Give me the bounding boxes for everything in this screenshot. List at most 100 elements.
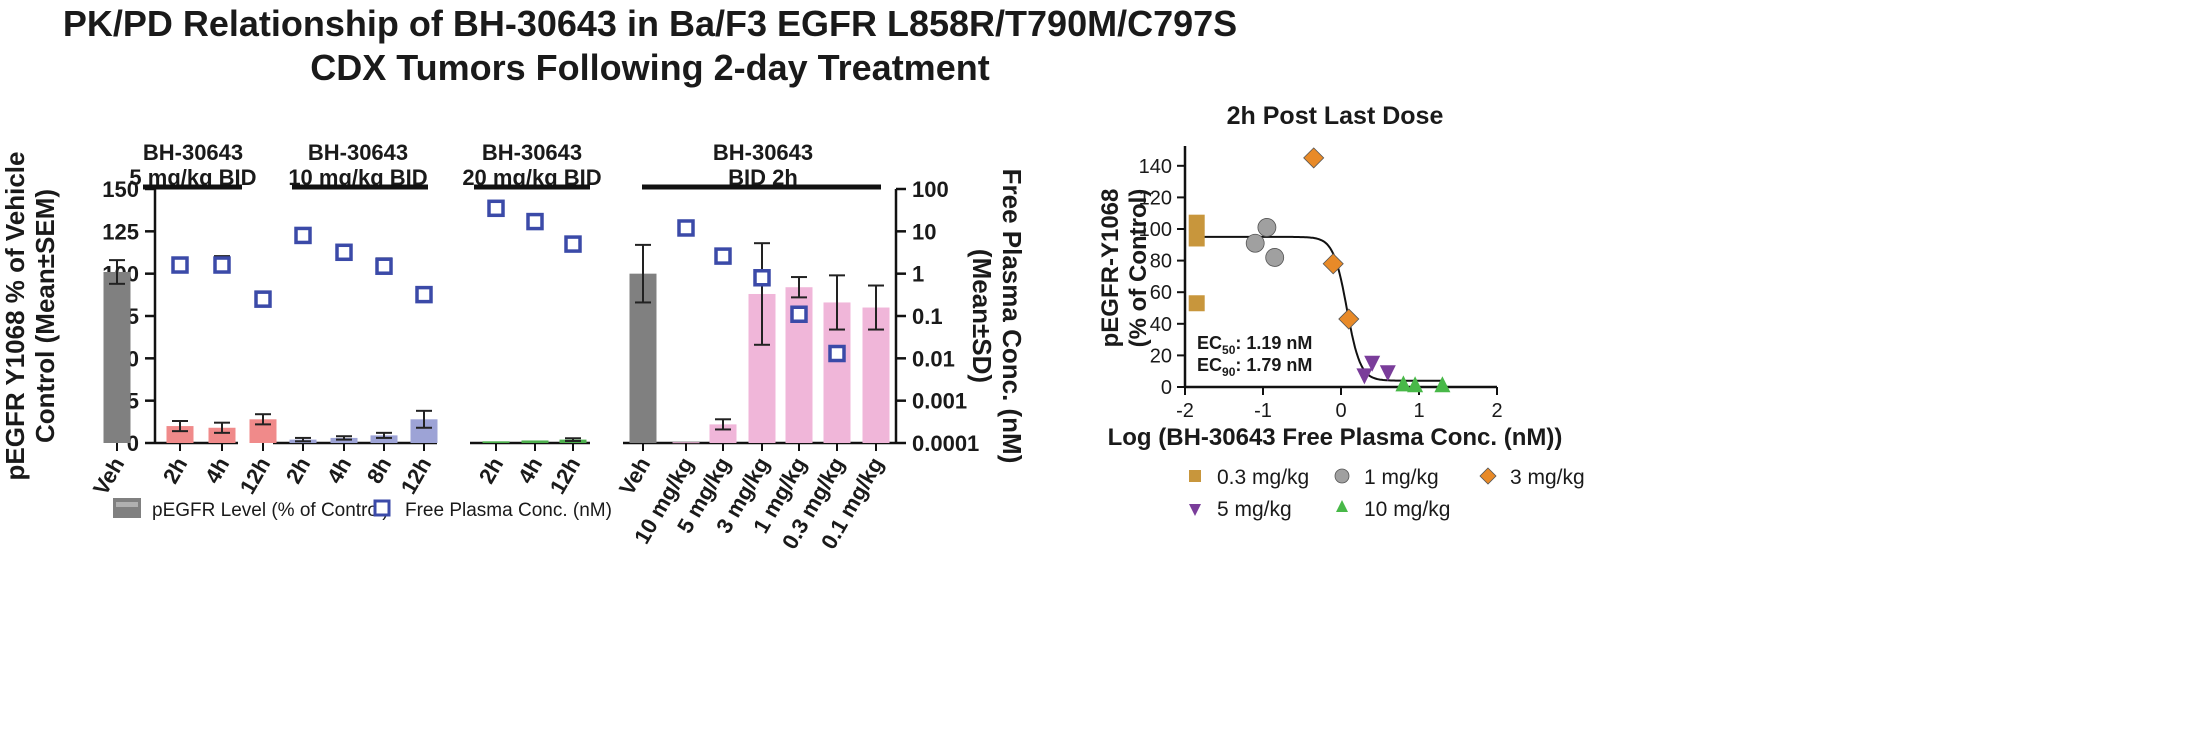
plasma-conc-marker: [171, 256, 189, 274]
legend-marker-3-mg-kg: [1479, 467, 1497, 485]
legend-label: 0.3 mg/kg: [1217, 466, 1309, 489]
scatter-x-tick-label: -1: [1254, 400, 1272, 422]
x-tick-label: 12h: [396, 453, 437, 498]
x-tick-label: 4h: [200, 453, 234, 488]
bar: [482, 441, 510, 443]
legend-marker-10-mg-kg: [1336, 500, 1348, 512]
plasma-conc-marker: [375, 257, 393, 275]
y-tick-label-right: 0.01: [912, 346, 955, 371]
legend-swatch-bar: [113, 498, 141, 518]
scatter-y-tick-label: 0: [1161, 377, 1172, 399]
scatter-y-axis-title: pEGFR-Y1068: [1097, 189, 1124, 348]
plasma-conc-marker: [526, 212, 544, 231]
y-tick-label-right: 1: [912, 262, 924, 287]
bar: [370, 435, 398, 443]
scatter-point: [1364, 355, 1381, 372]
scatter-point: [1188, 230, 1205, 247]
ec-annotation: EC90: 1.79 nM: [1197, 355, 1312, 379]
y-tick-label-right: 10: [912, 219, 936, 244]
scatter-point: [1338, 308, 1360, 330]
legend-label: 5 mg/kg: [1217, 498, 1292, 521]
x-tick-label: 12h: [545, 453, 586, 498]
y-tick-label-left: 150: [102, 177, 139, 202]
legend-marker-1-mg-kg: [1334, 468, 1350, 484]
plasma-conc-marker: [753, 269, 771, 287]
plasma-conc-marker: [254, 290, 272, 308]
fit-curve: [1192, 235, 1443, 382]
scatter-point: [1188, 295, 1205, 312]
y-tick-label-left: 125: [102, 219, 139, 244]
y-axis-title-right: Free Plasma Conc. (nM): [997, 169, 1027, 464]
scatter-title: 2h Post Last Dose: [1227, 102, 1444, 130]
x-tick-label: 4h: [322, 453, 356, 488]
x-tick-label: 8h: [362, 453, 396, 488]
scatter-x-tick-label: 2: [1491, 400, 1502, 422]
bar: [410, 419, 438, 443]
y-axis-title-left-line2: Control (Mean±SEM): [30, 189, 60, 443]
plasma-conc-marker: [335, 243, 353, 262]
bar: [672, 442, 700, 444]
scatter-y-tick-label: 40: [1150, 314, 1172, 336]
scatter-point: [1395, 375, 1412, 392]
plasma-conc-marker: [415, 285, 433, 304]
scatter-point: [1407, 376, 1424, 393]
scatter-point: [1265, 248, 1285, 267]
plasma-conc-marker: [790, 305, 808, 323]
bar: [103, 271, 131, 443]
scatter-point: [1356, 368, 1373, 385]
plasma-conc-marker: [294, 226, 312, 245]
scatter-y-tick-label: 60: [1150, 282, 1172, 304]
ec-annotation: EC50: 1.19 nM: [1197, 333, 1312, 357]
chart-title: PK/PD Relationship of BH-30643 in Ba/F3 …: [0, 2, 1300, 90]
y-tick-label-right: 100: [912, 177, 949, 202]
x-tick-label: Veh: [88, 453, 129, 499]
title-line-2: CDX Tumors Following 2-day Treatment: [310, 47, 990, 88]
scatter-point: [1379, 365, 1396, 382]
x-tick-label: 2h: [281, 453, 315, 488]
scatter-x-tick-label: -2: [1176, 400, 1194, 422]
scatter-y-tick-label: 80: [1150, 251, 1172, 273]
y-tick-label-right: 0.001: [912, 389, 967, 414]
legend-swatch-highlight: [116, 502, 138, 507]
plasma-conc-marker: [487, 199, 505, 218]
x-tick-label: 2h: [158, 453, 192, 488]
scatter-point: [1257, 218, 1277, 237]
group-header-name: BH-30643: [308, 140, 408, 165]
scatter-x-axis-title: Log (BH-30643 Free Plasma Conc. (nM)): [1108, 424, 1563, 451]
bar: [521, 440, 549, 443]
title-line-1: PK/PD Relationship of BH-30643 in Ba/F3 …: [62, 3, 1238, 44]
bar: [208, 427, 236, 443]
x-tick-label: Veh: [614, 453, 655, 499]
scatter-y-tick-label: 100: [1139, 219, 1172, 241]
group-header-name: BH-30643: [143, 140, 243, 165]
scatter-y-tick-label: 120: [1139, 187, 1172, 209]
x-tick-label: 4h: [513, 453, 547, 488]
y-tick-label-right: 0.1: [912, 304, 943, 329]
y-axis-title-right-line2: (Mean±SD): [967, 249, 997, 383]
scatter-y-tick-label: 140: [1139, 156, 1172, 178]
scatter-point: [1322, 253, 1344, 275]
plasma-conc-marker: [564, 235, 582, 253]
legend-label: 10 mg/kg: [1364, 498, 1450, 521]
plasma-conc-marker: [677, 219, 695, 237]
scatter-point: [1245, 233, 1265, 253]
legend-label: 1 mg/kg: [1364, 466, 1439, 489]
legend-label-bar: pEGFR Level (% of Control): [152, 500, 389, 521]
y-tick-label-right: 0.0001: [912, 431, 979, 456]
y-axis-title-left: pEGFR Y1068 % of Vehicle: [0, 152, 30, 481]
legend-marker-5-mg-kg: [1189, 504, 1201, 516]
group-header-name: BH-30643: [482, 140, 582, 165]
legend-marker-0-3-mg-kg: [1189, 470, 1201, 482]
plasma-conc-marker: [714, 247, 732, 265]
legend-swatch-square: [373, 499, 391, 517]
scatter-x-tick-label: 1: [1413, 400, 1424, 422]
scatter-point: [1188, 214, 1205, 231]
x-tick-label: 12h: [235, 453, 276, 498]
scatter-y-tick-label: 20: [1150, 345, 1172, 367]
x-tick-label: 2h: [474, 453, 508, 488]
legend-label-square: Free Plasma Conc. (nM): [405, 500, 612, 521]
group-header-name: BH-30643: [713, 140, 813, 165]
scatter-x-tick-label: 0: [1335, 400, 1346, 422]
scatter-point: [1303, 147, 1325, 169]
scatter-point: [1434, 376, 1451, 393]
